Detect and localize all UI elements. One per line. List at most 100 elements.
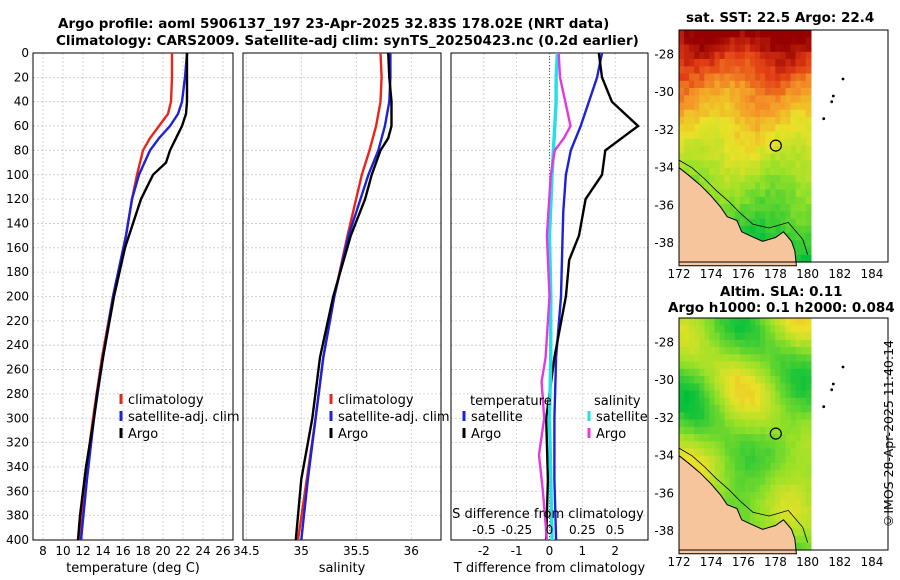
map-cell — [724, 448, 731, 457]
map-cell — [750, 175, 756, 183]
map-cell — [699, 441, 705, 450]
map-cell — [770, 66, 776, 75]
map-cell — [684, 397, 690, 406]
map-cell — [760, 30, 766, 38]
map-cell — [760, 66, 766, 75]
map-cell — [704, 376, 711, 384]
map-cell — [724, 441, 731, 450]
map-cell — [770, 196, 776, 205]
map-cell — [780, 131, 787, 140]
map-cell — [800, 463, 807, 471]
map-cell — [800, 30, 807, 38]
map-cell — [694, 131, 700, 140]
map-cell — [750, 419, 756, 428]
map-cell — [800, 513, 807, 522]
map-cell — [780, 412, 787, 421]
map-cell — [729, 397, 736, 406]
map-cell — [709, 95, 716, 104]
map-cell — [790, 470, 797, 479]
map-cell — [805, 138, 812, 147]
map-cell — [790, 455, 797, 464]
map-cell — [689, 66, 695, 75]
map-cell — [780, 426, 787, 435]
map-cell — [790, 332, 797, 341]
map-cell — [755, 339, 761, 348]
map-cell — [744, 124, 751, 133]
map-cell — [739, 153, 746, 162]
map-cell — [800, 80, 807, 89]
y-tick-label: 80 — [14, 143, 29, 157]
map-cell — [699, 434, 705, 442]
map-cell — [800, 73, 807, 82]
map-cell — [760, 434, 766, 442]
map-cell — [744, 146, 751, 154]
map-cell — [704, 167, 711, 176]
map-cell — [734, 153, 741, 162]
map-cell — [800, 528, 807, 537]
map-cell — [785, 211, 792, 220]
map-cell — [780, 332, 787, 341]
map-cell — [790, 225, 797, 234]
x-tick-label: 10 — [55, 544, 70, 558]
map-cell — [750, 325, 756, 334]
map-cell — [785, 51, 792, 60]
map-cell — [750, 138, 756, 147]
map-cell — [704, 131, 711, 140]
map-y-tick-label: -30 — [654, 373, 674, 387]
map-cell — [790, 499, 797, 508]
map-cell — [795, 44, 802, 53]
map-cell — [679, 376, 685, 384]
y-tick-label: 260 — [6, 363, 29, 377]
map-y-tick-label: -38 — [654, 524, 674, 538]
map-x-tick-label: 176 — [732, 555, 755, 569]
map-cell — [734, 124, 741, 133]
map-cell — [704, 102, 711, 111]
map-cell — [709, 59, 716, 67]
map-cell — [679, 441, 685, 450]
map-cell — [775, 51, 781, 60]
map-cell — [755, 499, 761, 508]
map-cell — [744, 448, 751, 457]
map-cell — [709, 146, 716, 154]
map-cell — [760, 196, 766, 205]
map-cell — [734, 339, 741, 348]
map-cell — [739, 73, 746, 82]
map-cell — [699, 426, 705, 435]
series-line-argo — [294, 52, 393, 541]
map-cell — [714, 73, 721, 82]
map-cell — [699, 390, 705, 399]
map-cell — [704, 412, 711, 421]
map-cell — [755, 448, 761, 457]
map-cell — [739, 189, 746, 198]
map-cell — [719, 441, 726, 450]
map-cell — [734, 138, 741, 147]
map-cell — [770, 88, 776, 96]
map-cell — [765, 354, 771, 363]
map-cell — [684, 167, 690, 176]
map-cell — [770, 211, 776, 220]
map-cell — [755, 138, 761, 147]
map-cell — [790, 131, 797, 140]
map-cell — [724, 73, 731, 82]
map-cell — [790, 325, 797, 334]
map-cell — [699, 124, 705, 133]
map-cell — [755, 434, 761, 442]
map-cell — [714, 448, 721, 457]
map-cell — [765, 499, 771, 508]
map-cell — [765, 390, 771, 399]
map-cell — [699, 51, 705, 60]
map-cell — [744, 51, 751, 60]
map-cell — [760, 477, 766, 486]
map-cell — [739, 390, 746, 399]
map-cell — [689, 30, 695, 38]
map-cell — [684, 131, 690, 140]
map-cell — [679, 347, 685, 355]
map-cell — [729, 124, 736, 133]
map-cell — [729, 477, 736, 486]
map-cell — [785, 124, 792, 133]
map-cell — [734, 405, 741, 413]
legend-label: climatology — [128, 393, 204, 408]
map-cell — [679, 390, 685, 399]
map-cell — [739, 59, 746, 67]
